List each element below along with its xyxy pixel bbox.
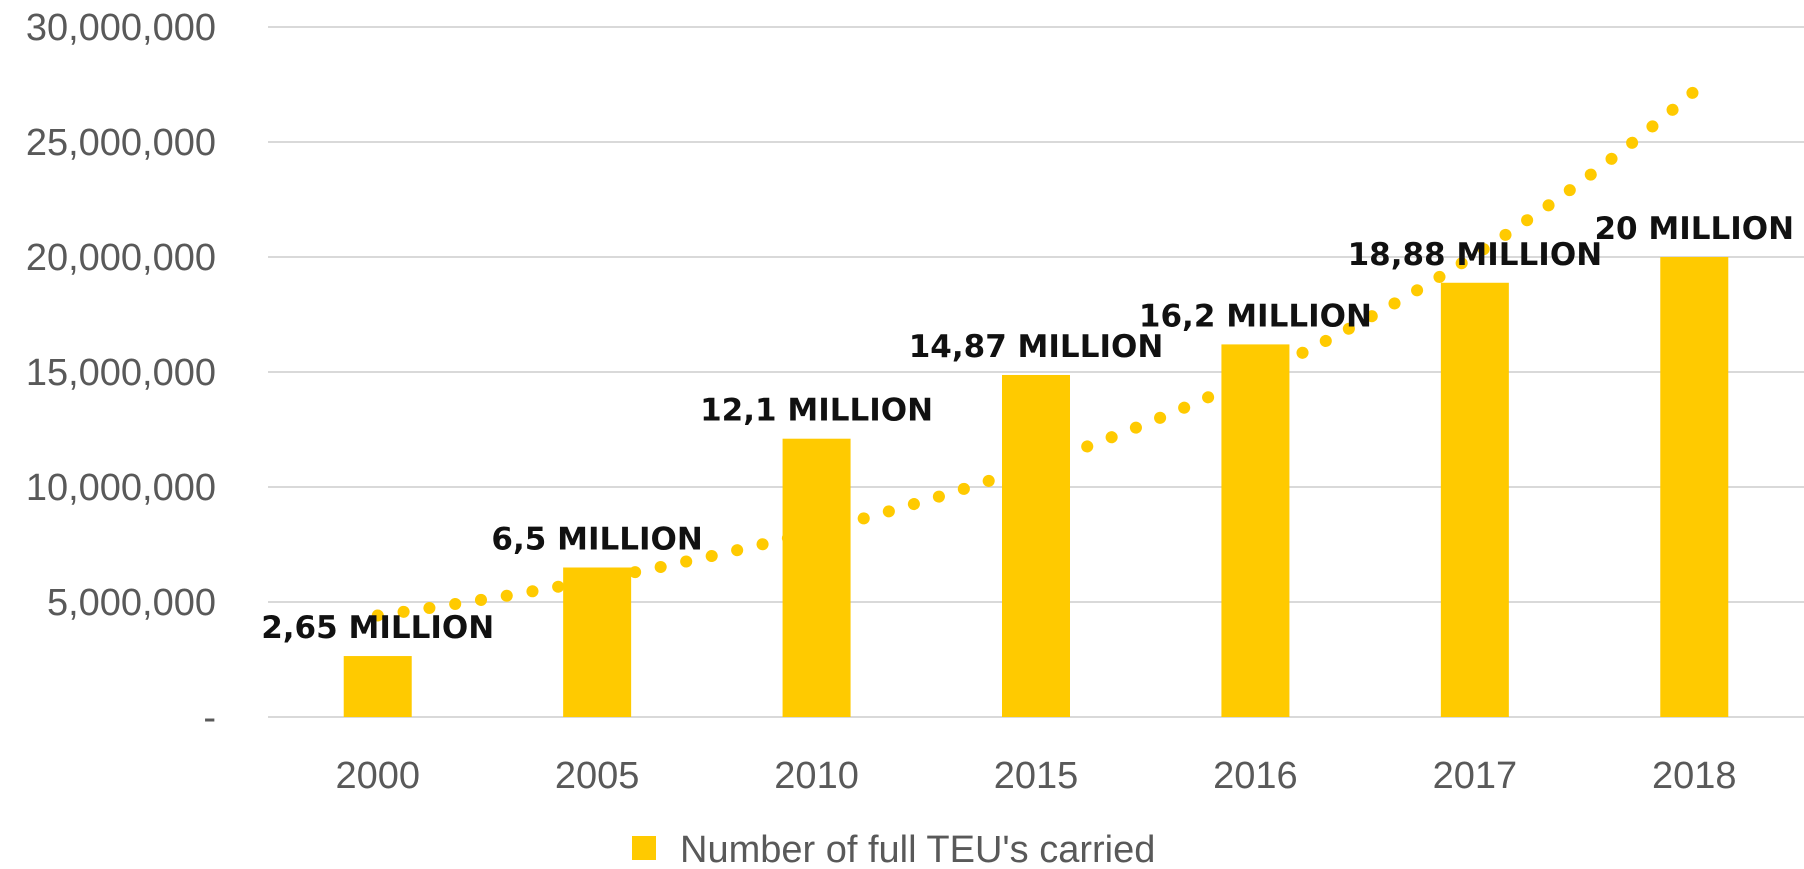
x-tick-label: 2016 bbox=[1213, 755, 1298, 797]
bars bbox=[343, 257, 1729, 717]
legend: Number of full TEU's carried bbox=[632, 829, 1155, 869]
y-tick-label: 20,000,000 bbox=[26, 237, 216, 279]
y-tick-label: 10,000,000 bbox=[26, 467, 216, 509]
bar-data-label: 20 MILLION bbox=[1594, 211, 1794, 247]
bar-data-label: 16,2 MILLION bbox=[1139, 298, 1372, 334]
x-axis-ticks: 2000 2005 2010 2015 2016 2017 2018 bbox=[335, 755, 1736, 797]
y-axis-ticks: - 5,000,000 10,000,000 15,000,000 20,000,000… bbox=[26, 7, 216, 739]
bar-data-label: 18,88 MILLION bbox=[1348, 237, 1603, 273]
bar-data-label: 2,65 MILLION bbox=[261, 610, 494, 646]
x-tick-label: 2000 bbox=[335, 755, 420, 797]
trendline-path bbox=[371, 85, 1701, 622]
trendline bbox=[371, 85, 1701, 622]
bar-data-label: 14,87 MILLION bbox=[909, 329, 1164, 365]
bar bbox=[1221, 344, 1290, 717]
x-tick-label: 2010 bbox=[774, 755, 859, 797]
bar bbox=[1440, 282, 1509, 717]
x-tick-label: 2005 bbox=[555, 755, 640, 797]
y-tick-label: 25,000,000 bbox=[26, 122, 216, 164]
y-tick-label: 5,000,000 bbox=[47, 582, 216, 624]
bar-data-label: 12,1 MILLION bbox=[700, 393, 933, 429]
y-tick-label: - bbox=[203, 697, 216, 739]
bar bbox=[782, 438, 851, 717]
y-tick-label: 30,000,000 bbox=[26, 7, 216, 49]
bar bbox=[343, 656, 412, 717]
x-tick-label: 2015 bbox=[994, 755, 1079, 797]
legend-label: Number of full TEU's carried bbox=[680, 829, 1155, 869]
bar bbox=[1002, 374, 1070, 717]
bar bbox=[563, 567, 632, 717]
data-labels: 2,65 MILLION 6,5 MILLION 12,1 MILLION 14,87… bbox=[261, 211, 1794, 646]
legend-swatch bbox=[632, 836, 656, 860]
x-tick-label: 2018 bbox=[1652, 755, 1737, 797]
y-tick-label: 15,000,000 bbox=[26, 352, 216, 394]
bar bbox=[1660, 257, 1729, 717]
bar-data-label: 6,5 MILLION bbox=[491, 522, 702, 558]
x-tick-label: 2017 bbox=[1433, 755, 1518, 797]
